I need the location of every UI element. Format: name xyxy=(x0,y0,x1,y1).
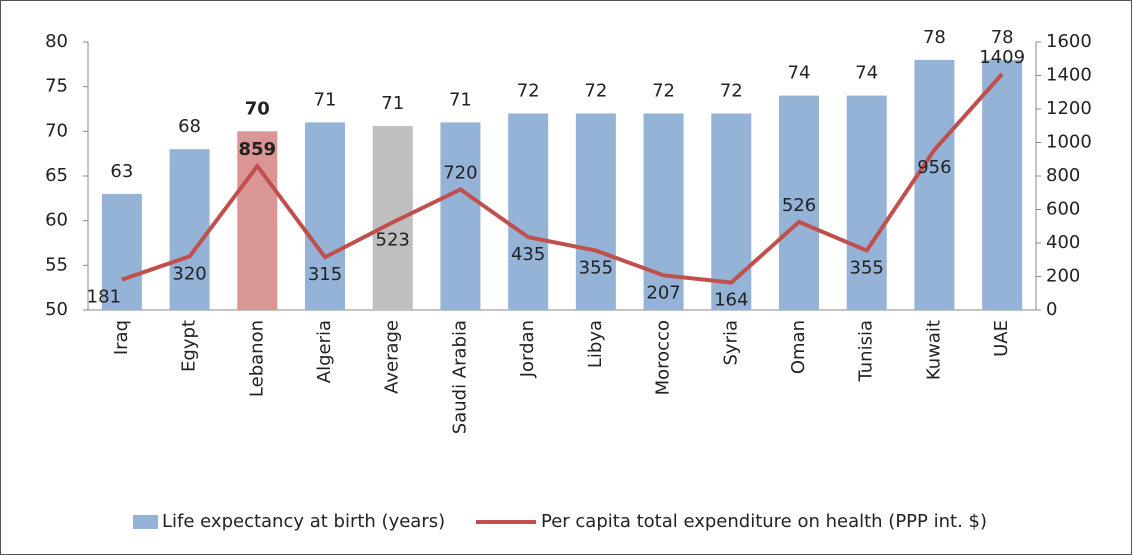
bar-value-label: 74 xyxy=(855,63,878,84)
bar xyxy=(237,131,278,310)
x-tick-label: Libya xyxy=(585,320,606,368)
bar-value-label: 72 xyxy=(584,80,607,101)
line-value-label: 355 xyxy=(850,258,884,279)
y2-tick-label: 1400 xyxy=(1046,65,1092,86)
y2-tick-label: 200 xyxy=(1046,266,1080,287)
x-tick-label: Oman xyxy=(788,320,809,374)
x-tick-label: Egypt xyxy=(179,320,200,372)
bar-value-label: 71 xyxy=(314,89,337,110)
y2-tick-label: 400 xyxy=(1046,232,1080,253)
bar-value-label: 72 xyxy=(652,80,675,101)
line-value-label: 859 xyxy=(238,139,276,160)
bar xyxy=(169,149,210,310)
bar xyxy=(575,113,616,310)
y-tick-label: 55 xyxy=(45,254,68,275)
legend-label: Per capita total expenditure on health (… xyxy=(541,511,987,532)
line-value-label: 207 xyxy=(646,282,680,303)
bar-value-label: 72 xyxy=(720,80,743,101)
bar xyxy=(779,95,819,310)
line xyxy=(121,72,1004,285)
line-value-label: 1409 xyxy=(979,47,1025,68)
legend-swatch xyxy=(133,515,158,529)
bar xyxy=(982,59,1023,310)
line-value-label: 720 xyxy=(443,162,477,183)
x-tick-label: Saudi Arabia xyxy=(449,320,470,434)
bar-value-label: 71 xyxy=(449,89,472,110)
bar-value-label: 63 xyxy=(110,161,133,182)
y-tick-label: 70 xyxy=(45,120,68,141)
x-tick-label: Jordan xyxy=(517,320,538,378)
y-tick-label: 60 xyxy=(45,210,68,231)
bar xyxy=(914,59,955,310)
y2-tick-label: 0 xyxy=(1046,299,1057,320)
bar-value-label: 71 xyxy=(381,93,404,114)
bar xyxy=(305,122,345,311)
line-value-label: 526 xyxy=(782,195,816,216)
x-tick-label: Syria xyxy=(720,320,741,366)
line-value-label: 181 xyxy=(87,287,121,308)
bar-value-label: 72 xyxy=(517,80,540,101)
legend-label: Life expectancy at birth (years) xyxy=(162,511,445,532)
bar xyxy=(440,122,481,311)
y2-tick-label: 1600 xyxy=(1046,31,1092,52)
y2-tick-label: 1000 xyxy=(1046,132,1092,153)
x-tick-label: Lebanon xyxy=(246,320,267,397)
bar-value-label: 74 xyxy=(788,63,811,84)
line-value-label: 956 xyxy=(917,157,951,178)
bar-value-label: 70 xyxy=(245,98,270,119)
bar xyxy=(372,125,413,311)
line-value-label: 320 xyxy=(172,263,206,284)
y-tick-label: 75 xyxy=(45,76,68,97)
bar-value-label: 68 xyxy=(178,116,201,137)
line-value-label: 435 xyxy=(511,244,545,265)
y-tick-label: 50 xyxy=(45,299,68,320)
y2-tick-label: 600 xyxy=(1046,199,1080,220)
x-tick-label: Kuwait xyxy=(923,320,944,380)
bar xyxy=(846,95,887,310)
y-tick-label: 80 xyxy=(45,31,68,52)
bar-value-label: 78 xyxy=(991,27,1014,48)
y-tick-label: 65 xyxy=(45,165,68,186)
y2-tick-label: 1200 xyxy=(1046,98,1092,119)
x-tick-label: UAE xyxy=(991,320,1012,357)
x-tick-label: Average xyxy=(382,320,403,394)
bar xyxy=(711,113,752,310)
x-tick-label: Iraq xyxy=(111,320,132,355)
x-tick-label: Tunisia xyxy=(856,320,877,383)
x-tick-label: Morocco xyxy=(653,320,674,395)
bar xyxy=(508,113,549,310)
line-value-label: 355 xyxy=(579,258,613,279)
line-value-label: 164 xyxy=(714,290,748,311)
bar xyxy=(643,113,684,310)
line-value-label: 315 xyxy=(308,264,342,285)
x-tick-label: Algeria xyxy=(314,320,335,383)
line-value-label: 523 xyxy=(376,229,410,250)
bar-value-label: 78 xyxy=(923,27,946,48)
y2-tick-label: 800 xyxy=(1046,165,1080,186)
bar xyxy=(101,193,142,310)
